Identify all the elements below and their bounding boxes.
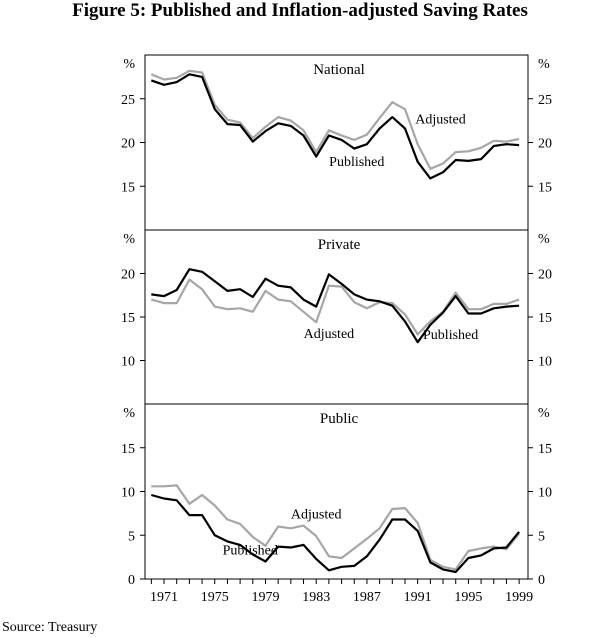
panel-public: 0 0 5 5 10 10 15 15% % Public Adjusted Published 197… <box>121 403 552 605</box>
panel-frame <box>144 229 529 405</box>
series-label-adjusted: Adjusted <box>304 327 355 342</box>
y-unit-label-right: % <box>538 232 550 247</box>
series-label-adjusted: Adjusted <box>291 508 342 523</box>
x-tick-label: 1983 <box>302 590 330 605</box>
y-unit-label-left: % <box>123 57 135 72</box>
y-unit-label-right: % <box>538 406 550 421</box>
series-label-published: Published <box>329 155 384 170</box>
y-tick-label-left: 15 <box>121 442 135 457</box>
y-tick-label-right: 15 <box>538 442 552 457</box>
series-line-adjusted <box>151 484 520 571</box>
y-tick-label-left: 20 <box>121 137 135 152</box>
series-label-adjusted: Adjusted <box>415 112 466 127</box>
panel-title-national: National <box>313 62 365 78</box>
y-tick-label-left: 0 <box>128 573 135 588</box>
y-tick-label-left: 10 <box>121 486 135 501</box>
y-tick-label-left: 20 <box>121 268 135 283</box>
panel-title-public: Public <box>320 411 359 427</box>
panel-title-private: Private <box>318 237 361 253</box>
series-line-published <box>151 493 520 574</box>
y-tick-label-right: 20 <box>538 137 552 152</box>
series-line-published <box>150 73 520 180</box>
x-tick-label: 1979 <box>251 590 279 605</box>
x-tick-label: 1987 <box>353 590 381 605</box>
figure-title: Figure 5: Published and Inflation-adjust… <box>72 0 528 21</box>
y-unit-label-right: % <box>538 57 550 72</box>
y-tick-label-right: 5 <box>538 529 545 544</box>
panel-private: 10 10 15 15 20 20% % Private Adjusted Published <box>121 229 552 405</box>
y-tick-label-left: 25 <box>121 93 135 108</box>
series-line-published <box>151 268 520 344</box>
x-tick-label: 1971 <box>150 590 178 605</box>
y-unit-label-left: % <box>123 406 135 421</box>
x-tick-label: 1991 <box>404 590 432 605</box>
y-tick-label-right: 25 <box>538 93 552 108</box>
y-tick-label-left: 15 <box>121 311 135 326</box>
source-note: Source: Treasury <box>2 620 98 635</box>
panel-frame <box>144 54 529 231</box>
series-line-adjusted <box>150 69 520 170</box>
x-tick-label: 1975 <box>201 590 229 605</box>
y-tick-label-left: 15 <box>121 180 135 195</box>
y-tick-label-right: 0 <box>538 573 545 588</box>
y-tick-label-left: 10 <box>121 355 135 370</box>
y-tick-label-right: 10 <box>538 486 552 501</box>
y-tick-label-left: 5 <box>128 529 135 544</box>
y-tick-label-right: 15 <box>538 180 552 195</box>
y-tick-label-right: 20 <box>538 268 552 283</box>
y-tick-label-right: 10 <box>538 355 552 370</box>
series-label-published: Published <box>423 328 478 343</box>
y-unit-label-left: % <box>123 232 135 247</box>
series-label-published: Published <box>223 544 278 559</box>
series-line-adjusted <box>151 278 520 336</box>
y-tick-label-right: 15 <box>538 311 552 326</box>
x-tick-label: 1999 <box>505 590 533 605</box>
panel-frame <box>144 403 529 580</box>
panel-national: 15 15 20 20 25 25% % National Adjusted Published <box>121 54 552 231</box>
x-tick-label: 1995 <box>454 590 482 605</box>
